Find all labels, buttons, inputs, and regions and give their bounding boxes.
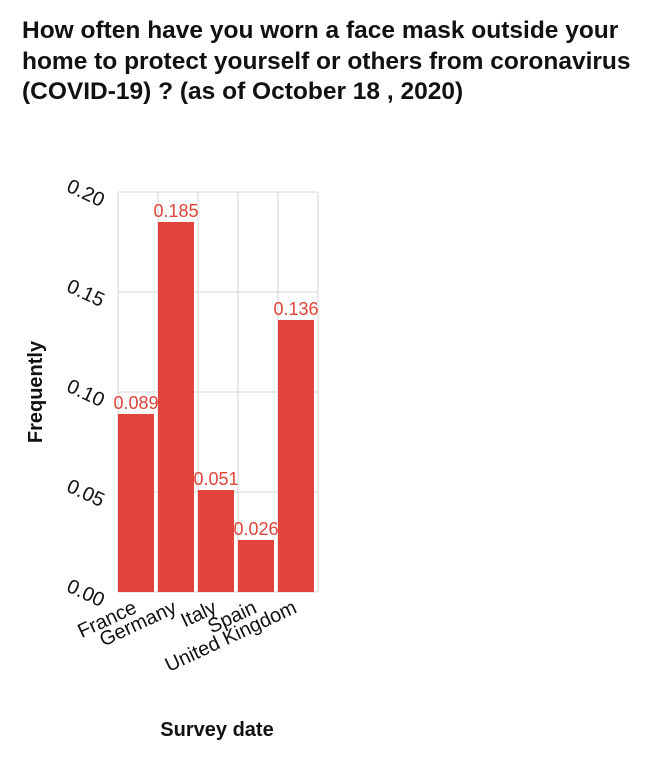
data-label: 0.185 — [153, 201, 198, 221]
bar-france — [118, 414, 154, 592]
bar-united-kingdom — [278, 320, 314, 592]
data-label: 0.136 — [273, 299, 318, 319]
y-tick-label: 0.10 — [63, 375, 108, 411]
x-axis-label: Survey date — [160, 719, 273, 741]
data-label: 0.051 — [193, 469, 238, 489]
y-tick-label: 0.05 — [63, 475, 108, 511]
y-axis-label: Frequently — [25, 340, 47, 443]
y-tick-label: 0.00 — [63, 575, 108, 611]
data-label: 0.026 — [233, 519, 278, 539]
y-axis-ticks: 0.00 0.05 0.10 0.15 0.20 — [63, 175, 108, 611]
bars — [118, 222, 314, 592]
data-labels: 0.089 0.185 0.051 0.026 0.136 — [113, 201, 318, 539]
bar-germany — [158, 222, 194, 592]
y-tick-label: 0.20 — [63, 175, 108, 211]
chart-title: How often have you worn a face mask outs… — [22, 17, 631, 105]
y-tick-label: 0.15 — [63, 275, 108, 311]
bar-spain — [238, 540, 274, 592]
bar-italy — [198, 490, 234, 592]
data-label: 0.089 — [113, 393, 158, 413]
